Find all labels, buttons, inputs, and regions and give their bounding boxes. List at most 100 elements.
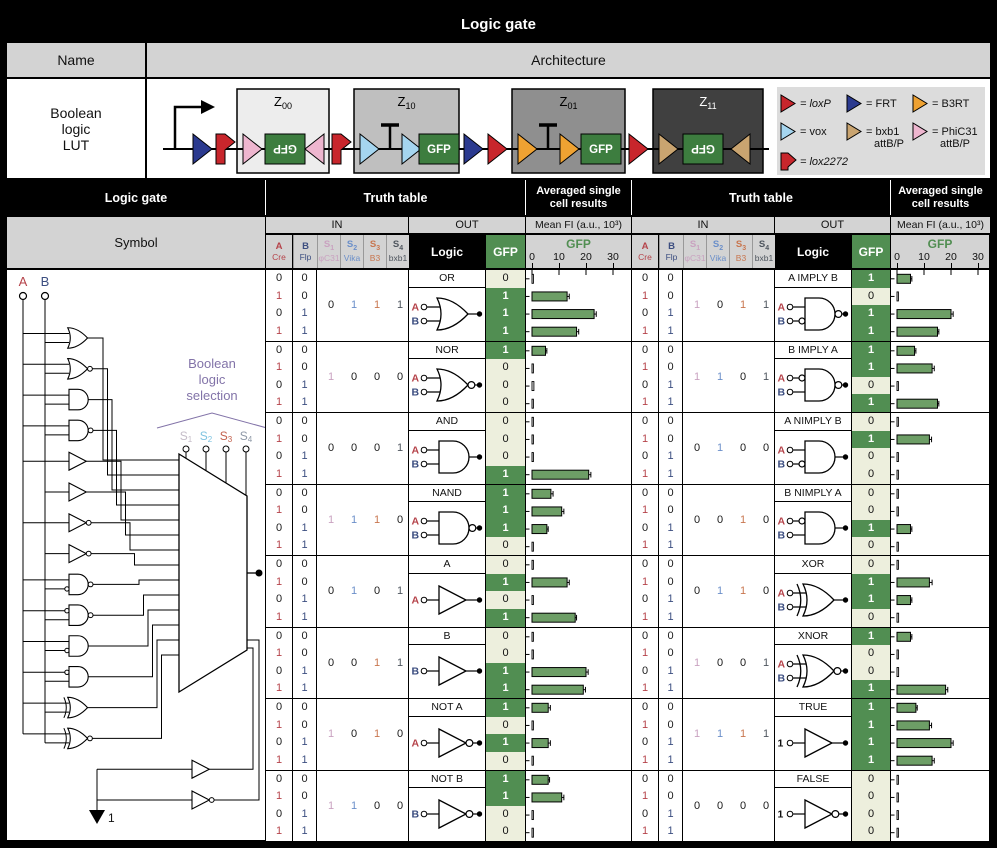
truth-a-digit: 1 bbox=[641, 647, 649, 660]
gfp-output-cell: 1 bbox=[852, 680, 890, 698]
bar bbox=[531, 488, 552, 499]
bar bbox=[531, 702, 549, 713]
bar bbox=[531, 469, 590, 480]
truth-b-cell: 0 0 1 1 bbox=[659, 627, 682, 698]
bar bbox=[531, 684, 584, 695]
gate-input-label: B bbox=[412, 387, 420, 399]
truth-a-digit: 0 bbox=[275, 701, 283, 713]
bar bbox=[896, 326, 938, 337]
architecture-diagram: Z00 Z10 Z01 Z11 GFP GFP GFP GFP = loxP = FRT = B3R… bbox=[147, 79, 990, 178]
gate-name: B IMPLY A bbox=[775, 342, 851, 360]
truth-b-digit: 0 bbox=[667, 772, 674, 785]
bar bbox=[531, 345, 546, 356]
axis-tick-mark bbox=[924, 263, 925, 268]
selection-digit: 1 bbox=[693, 370, 701, 383]
truth-b-cell: 0 0 1 1 bbox=[293, 556, 316, 627]
gate-name: FALSE bbox=[775, 771, 851, 789]
truth-a-digit: 1 bbox=[641, 539, 649, 552]
truth-b-digit: 1 bbox=[301, 736, 308, 749]
chart-cell bbox=[891, 556, 989, 627]
bar bbox=[896, 434, 930, 445]
gate-input-label: B bbox=[412, 809, 420, 821]
gfp-output-cell: 1 bbox=[852, 716, 890, 735]
selection-digit: 1 bbox=[373, 299, 381, 311]
gfp-output-cell: 0 bbox=[852, 608, 890, 627]
gfp-output-cell: 1 bbox=[852, 699, 890, 717]
bar bbox=[531, 612, 576, 623]
in-col-header-Flp: B Flp bbox=[659, 235, 683, 268]
chart-axis-header: GFP 0 10 20 30 bbox=[891, 235, 989, 268]
truth-a-digit: 0 bbox=[275, 307, 283, 320]
truth-a-digit: 1 bbox=[275, 539, 283, 552]
bar bbox=[896, 702, 917, 713]
truth-a-digit: 0 bbox=[275, 486, 283, 499]
truth-a-digit: 0 bbox=[275, 272, 283, 284]
gfp-output-cell: 1 bbox=[852, 573, 890, 592]
truth-a-digit: 1 bbox=[275, 467, 283, 480]
bar-near-zero bbox=[531, 452, 534, 463]
truth-a-digit: 1 bbox=[641, 682, 649, 695]
selection-digit: 0 bbox=[350, 442, 358, 454]
chart-cell bbox=[891, 413, 989, 484]
truth-a-cell: 0 1 0 1 bbox=[632, 341, 658, 412]
truth-a-digit: 0 bbox=[641, 521, 649, 534]
results-bar-chart bbox=[526, 774, 565, 838]
chart-cell bbox=[891, 484, 989, 555]
bar bbox=[896, 523, 911, 534]
gfp-output-cell: 1 bbox=[486, 608, 525, 627]
truth-a-digit: 0 bbox=[275, 558, 283, 570]
selection-cell: 1 1 0 1 bbox=[683, 341, 774, 412]
recombination-site-icon bbox=[192, 132, 213, 166]
chart-cell bbox=[526, 484, 631, 555]
truth-b-digit: 0 bbox=[667, 486, 674, 499]
gfp-output-cell: 1 bbox=[852, 394, 890, 412]
truth-a-digit: 0 bbox=[275, 807, 283, 820]
gfp-output-cell: 0 bbox=[486, 359, 525, 377]
truth-b-digit: 1 bbox=[667, 807, 674, 820]
bar-near-zero bbox=[896, 416, 899, 427]
chart-axis-header: GFP 0 10 20 30 bbox=[526, 235, 631, 268]
lox2272-site-icon bbox=[331, 133, 352, 165]
axis-tick-label: 20 bbox=[580, 251, 592, 263]
figure-title: Logic gate bbox=[7, 7, 990, 41]
in-col-header-bxb1: S4 bxb1 bbox=[752, 235, 775, 268]
truth-b-digit: 1 bbox=[301, 593, 308, 606]
gfp-output-cell: 0 bbox=[852, 376, 890, 395]
in-col-header-bxb1: S4 bxb1 bbox=[386, 235, 409, 268]
truth-b-digit: 0 bbox=[301, 575, 308, 588]
gfp-axis-label: GFP bbox=[566, 237, 591, 251]
s-select-label: S2 bbox=[200, 429, 213, 444]
truth-b-digit: 1 bbox=[667, 736, 674, 749]
results-bar-chart bbox=[526, 631, 589, 695]
truth-b-cell: 0 0 1 1 bbox=[293, 341, 316, 412]
gate-symbol: AB bbox=[412, 368, 483, 402]
gate-input-label: B bbox=[778, 601, 786, 613]
selection-digit: 1 bbox=[327, 799, 335, 812]
chart-cell bbox=[526, 341, 631, 412]
gfp-output-cell: 0 bbox=[852, 788, 890, 806]
gate-input-label: B bbox=[778, 673, 786, 685]
selection-digit: 0 bbox=[327, 299, 335, 311]
gfp-output-cell: 0 bbox=[852, 287, 890, 306]
bar bbox=[531, 523, 548, 534]
selection-digit: 0 bbox=[373, 370, 381, 383]
truth-a-digit: 1 bbox=[275, 432, 283, 445]
z-module-box bbox=[236, 88, 330, 174]
gate-input-label: A bbox=[412, 516, 420, 528]
truth-a-cell: 0 1 0 1 bbox=[632, 413, 658, 484]
truth-a-digit: 0 bbox=[275, 415, 283, 427]
gfp-output-cell: 0 bbox=[486, 270, 525, 288]
truth-b-digit: 0 bbox=[301, 772, 308, 785]
selection-cell: 0 1 1 1 bbox=[317, 270, 408, 341]
truth-a-digit: 1 bbox=[641, 790, 649, 803]
selection-digit: 0 bbox=[373, 799, 381, 812]
truth-a-digit: 0 bbox=[641, 272, 649, 284]
bar-near-zero bbox=[896, 380, 899, 391]
s-select-label: S3 bbox=[220, 429, 233, 444]
legend-label: = FRT bbox=[866, 98, 897, 110]
selection-cell: 0 0 0 1 bbox=[317, 413, 408, 484]
